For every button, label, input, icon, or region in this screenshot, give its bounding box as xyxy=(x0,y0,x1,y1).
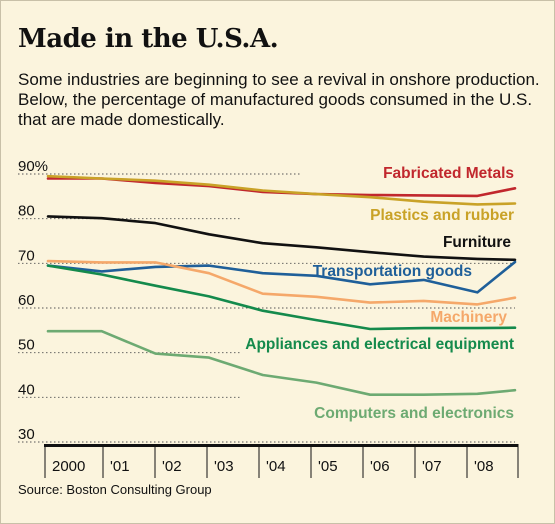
series-label: Appliances and electrical equipment xyxy=(245,336,514,353)
x-tick-label: '02 xyxy=(162,458,182,475)
x-tick-label: '07 xyxy=(422,458,442,475)
x-tick-label: '01 xyxy=(110,458,130,475)
series-line-furniture xyxy=(46,215,517,262)
series-label: Transportation goods xyxy=(313,263,472,280)
x-tick-label: '05 xyxy=(318,458,338,475)
series-label: Computers and electronics xyxy=(314,405,514,422)
y-tick-label: 30 xyxy=(18,426,35,443)
grid-layer xyxy=(18,173,515,443)
line-chart: 30 40 50 60 70 80 90% Fabricated Metals Plastic… xyxy=(18,158,519,478)
source-note: Source: Boston Consulting Group xyxy=(18,482,212,497)
y-tick-label: 50 xyxy=(18,337,35,354)
y-tick-label: 70 xyxy=(18,247,35,264)
series-line-machinery xyxy=(46,259,517,306)
series-label: Fabricated Metals xyxy=(383,165,514,182)
x-axis: 2000 '01 '02 '03 '04 '05 '06 '07 '08 xyxy=(44,444,519,478)
series-label: Furniture xyxy=(443,234,511,251)
x-tick-label: '04 xyxy=(266,458,286,475)
series-line-transportation-goods xyxy=(46,260,517,294)
series-lines xyxy=(46,174,517,397)
series-line-computers-and-electronics xyxy=(46,329,517,397)
y-tick-label: 80 xyxy=(18,203,35,220)
x-tick-label: '08 xyxy=(474,458,494,475)
x-tick-label: '06 xyxy=(370,458,390,475)
y-tick-label: 40 xyxy=(18,381,35,398)
y-tick-label: 60 xyxy=(18,292,35,309)
series-label: Plastics and rubber xyxy=(370,207,514,224)
series-label: Machinery xyxy=(430,309,507,326)
x-axis-bar xyxy=(44,444,518,447)
series-labels: Fabricated Metals Plastics and rubber Furn… xyxy=(245,165,514,422)
chart-title: Made in the U.S.A. xyxy=(18,24,279,54)
chart-subtitle: Some industries are beginning to see a r… xyxy=(18,70,540,129)
y-axis-labels: 30 40 50 60 70 80 90% xyxy=(18,158,48,443)
series-line-appliances-and-electrical-equipment xyxy=(46,264,517,331)
x-tick-label: '03 xyxy=(214,458,234,475)
x-tick-label: 2000 xyxy=(52,458,85,475)
series-line-plastics-and-rubber xyxy=(46,174,517,206)
y-tick-label: 90% xyxy=(18,158,48,175)
